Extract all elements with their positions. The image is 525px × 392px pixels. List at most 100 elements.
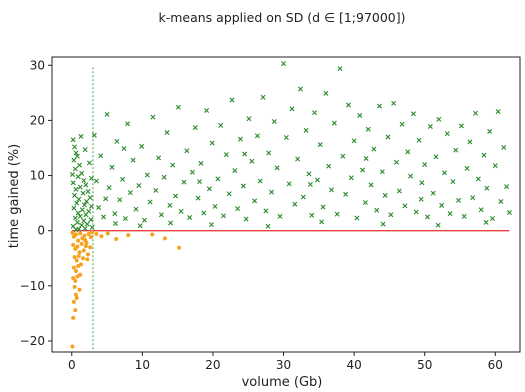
data-point-x [255,134,259,138]
data-point-dot [99,234,103,238]
data-point-x [89,176,93,180]
data-point-x [459,124,463,128]
data-point-x [406,150,410,154]
data-point-x [335,212,339,216]
data-point-x [74,187,78,191]
data-point-x [185,149,189,153]
data-point-dot [114,237,118,241]
data-point-x [423,162,427,166]
data-point-dot [78,250,82,254]
data-point-x [381,222,385,226]
data-point-x [484,220,488,224]
y-tick-label: 20 [30,113,45,127]
data-point-x [193,125,197,129]
data-point-x [140,144,144,148]
data-point-x [490,216,494,220]
data-point-x [499,199,503,203]
data-point-dot [73,255,77,259]
data-point-x [224,152,228,156]
y-tick-label: 10 [30,169,45,183]
data-point-x [89,204,93,208]
data-point-x [454,148,458,152]
y-tick-label: −20 [20,334,45,348]
data-point-x [346,103,350,107]
data-point-dot [80,242,84,246]
series-1 [70,230,181,348]
data-point-x [502,145,506,149]
data-point-x [159,213,163,217]
data-point-x [428,124,432,128]
data-point-x [216,177,220,181]
data-point-x [414,210,418,214]
data-point-x [85,222,89,226]
data-point-x [264,209,268,213]
data-point-x [434,155,438,159]
y-tick-label: −10 [20,279,45,293]
data-point-dot [177,246,181,250]
data-point-x [293,202,297,206]
data-point-x [320,220,324,224]
data-point-dot [150,233,154,237]
data-point-x [171,163,175,167]
data-point-x [244,217,248,221]
data-point-x [375,208,379,212]
data-point-dot [85,257,89,261]
data-point-x [411,112,415,116]
data-point-dot [86,252,90,256]
data-point-dot [87,232,91,236]
data-point-x [79,134,83,138]
data-point-x [307,172,311,176]
data-point-x [99,154,103,158]
data-point-dot [75,258,79,262]
data-point-x [73,167,77,171]
data-point-x [397,189,401,193]
data-point-x [338,66,342,70]
data-point-x [419,197,423,201]
data-point-x [138,224,142,228]
data-point-dot [82,249,86,253]
data-point-x [137,183,141,187]
data-point-x [493,164,497,168]
data-point-x [72,193,76,197]
data-point-x [436,223,440,227]
data-point-dot [70,344,74,348]
data-point-x [89,218,93,222]
data-point-x [209,223,213,227]
data-point-x [360,168,364,172]
data-point-x [451,180,455,184]
data-point-x [113,211,117,215]
data-point-x [165,130,169,134]
data-point-dot [75,245,79,249]
data-point-x [352,139,356,143]
data-point-x [380,170,384,174]
data-point-x [252,199,256,203]
data-point-x [394,160,398,164]
data-point-x [266,224,270,228]
data-point-x [87,161,91,165]
data-point-dot [75,274,79,278]
data-point-x [188,215,192,219]
data-point-x [462,214,466,218]
data-point-x [442,171,446,175]
data-point-x [392,101,396,105]
data-point-dot [83,238,87,242]
data-point-x [179,209,183,213]
data-point-x [250,159,254,163]
data-point-dot [94,232,98,236]
data-point-x [80,208,84,212]
data-point-x [168,221,172,225]
data-point-x [287,182,291,186]
data-point-x [324,91,328,95]
data-point-x [349,176,353,180]
data-point-x [290,107,294,111]
data-point-x [110,165,114,169]
data-point-x [358,113,362,117]
data-point-x [479,208,483,212]
data-point-x [310,213,314,217]
data-point-x [176,105,180,109]
data-point-x [96,205,100,209]
data-points [70,62,511,349]
x-axis-label: volume (Gb) [242,375,323,390]
plot-frame [52,57,520,352]
data-point-x [269,190,273,194]
